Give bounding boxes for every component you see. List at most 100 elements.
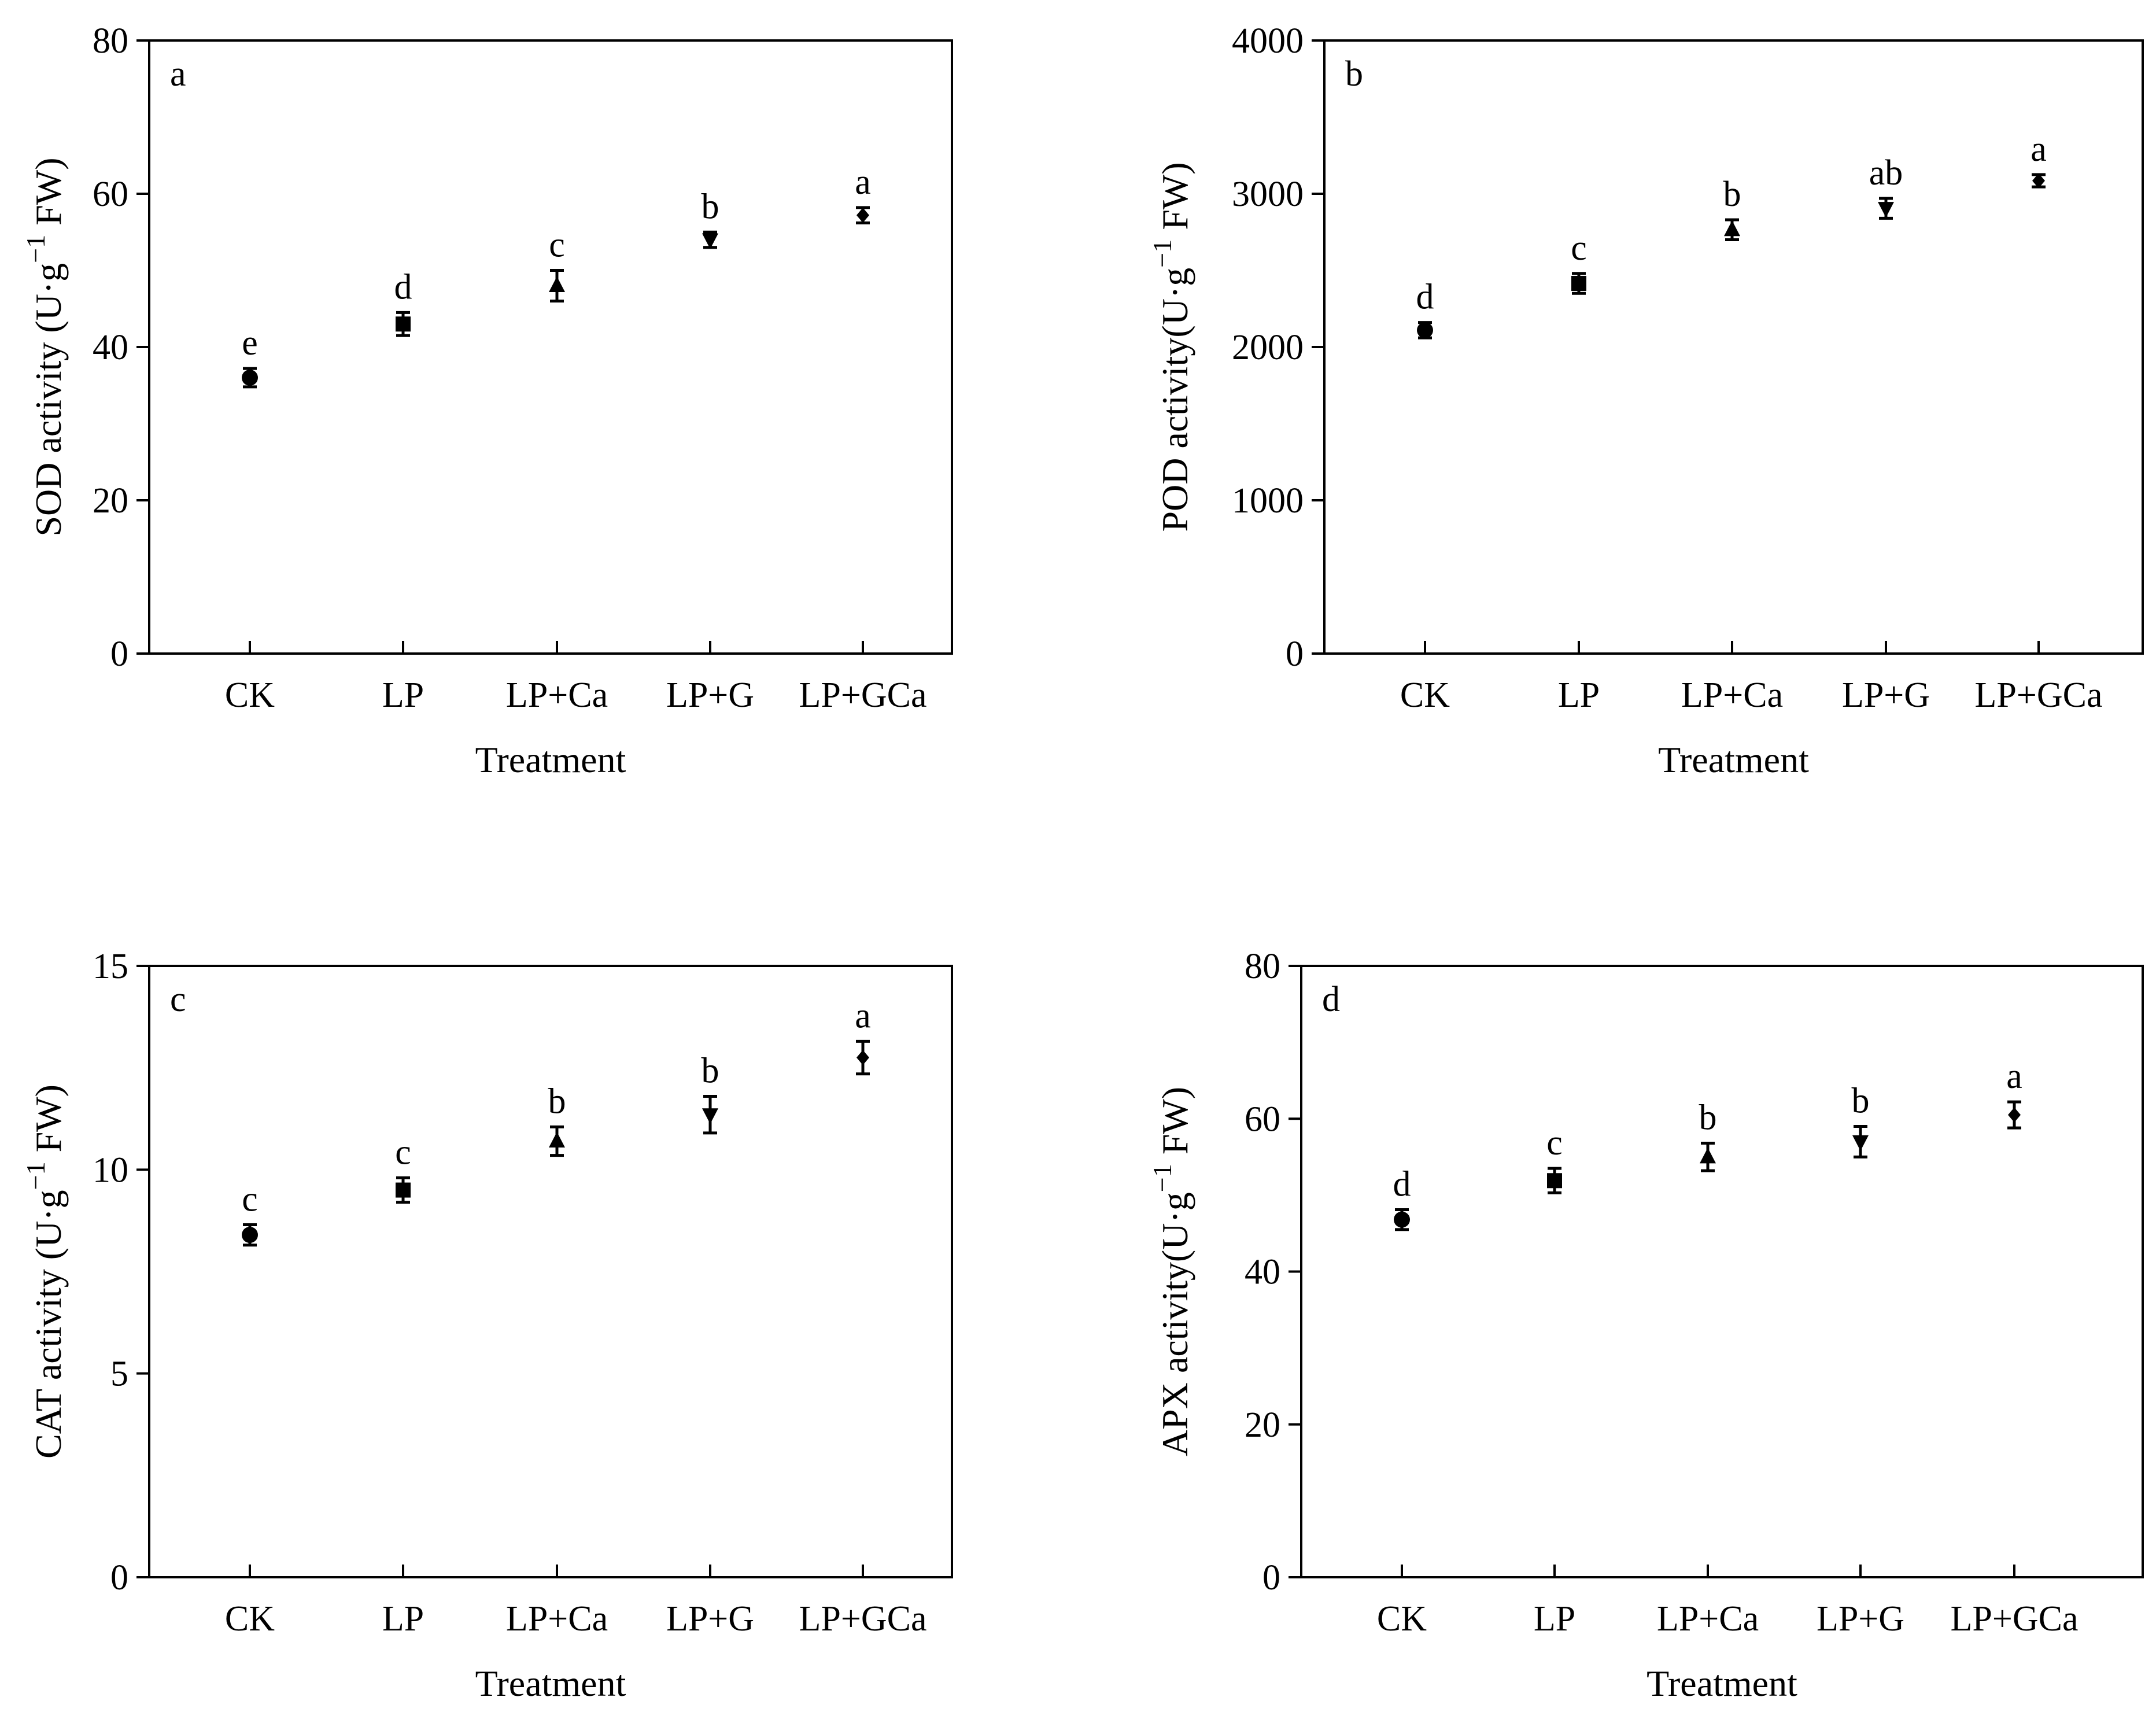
y-axis-title-tail: FW) bbox=[28, 157, 69, 234]
y-axis-title-main: APX activity(U·g bbox=[1154, 1192, 1195, 1456]
plot-frame bbox=[148, 39, 953, 655]
y-tick-label: 40 bbox=[93, 328, 128, 367]
x-tick-label: LP+Ca bbox=[506, 676, 608, 715]
x-tick-label: LP+G bbox=[666, 1599, 754, 1639]
x-tick-label: LP+Ca bbox=[1657, 1599, 1759, 1639]
panel-letter: b bbox=[1345, 54, 1363, 94]
x-tick-label: LP+GCa bbox=[1975, 676, 2103, 715]
y-axis-title-superscript: −1 bbox=[21, 1161, 50, 1190]
y-tick-label: 5 bbox=[110, 1355, 128, 1394]
y-tick-label: 80 bbox=[93, 21, 128, 61]
x-tick-label: LP+G bbox=[1817, 1599, 1904, 1639]
y-axis-title-tail: FW) bbox=[28, 1084, 69, 1161]
data-point-diamond-icon bbox=[857, 1050, 869, 1065]
data-point-triangle-up-icon bbox=[549, 1132, 565, 1148]
data-point-triangle-down-icon bbox=[702, 1108, 718, 1124]
y-tick-label: 0 bbox=[110, 1558, 128, 1597]
significance-letter: a bbox=[2006, 1057, 2022, 1096]
data-point-circle-icon bbox=[1394, 1211, 1410, 1228]
y-tick-label: 0 bbox=[1262, 1558, 1280, 1597]
data-point-diamond-icon bbox=[2032, 173, 2045, 189]
data-point-diamond-icon bbox=[857, 208, 869, 223]
data-point-circle-icon bbox=[242, 1227, 258, 1244]
x-tick-label: CK bbox=[1377, 1599, 1427, 1639]
panel-a: a 0 20 40 60 80 CK LP LP+Ca LP+G LP+GCa Treatment SO… bbox=[21, 21, 953, 780]
significance-letter: d bbox=[394, 267, 412, 307]
data-point-triangle-down-icon bbox=[702, 233, 718, 249]
y-axis-title: CAT activity (U·g−1 FW) bbox=[21, 1084, 69, 1459]
y-axis-title-superscript: −1 bbox=[1147, 1164, 1177, 1192]
x-tick-label: LP+Ca bbox=[1681, 676, 1783, 715]
significance-letter: b bbox=[1852, 1081, 1870, 1120]
y-tick-label: 80 bbox=[1245, 947, 1280, 986]
y-axis-title: SOD activity (U·g−1 FW) bbox=[21, 157, 69, 536]
significance-letter: c bbox=[242, 1179, 258, 1219]
significance-letter: d bbox=[1393, 1164, 1411, 1204]
y-tick-label: 3000 bbox=[1232, 175, 1304, 214]
y-tick-label: 20 bbox=[93, 481, 128, 521]
significance-letter: a bbox=[855, 996, 871, 1035]
panel-c: c 0 5 10 15 CK LP LP+Ca LP+G LP+GCa Treatment CAT a… bbox=[21, 947, 953, 1704]
x-tick-label: LP+GCa bbox=[1951, 1599, 2079, 1639]
data-point-square-icon bbox=[1547, 1173, 1562, 1189]
data-point-circle-icon bbox=[1417, 322, 1433, 338]
y-tick-label: 40 bbox=[1245, 1253, 1280, 1292]
x-tick-label: LP+G bbox=[666, 676, 754, 715]
x-tick-label: LP bbox=[382, 676, 424, 715]
data-point-square-icon bbox=[1571, 276, 1586, 292]
significance-letter: b bbox=[548, 1082, 566, 1121]
panel-letter: a bbox=[170, 54, 186, 94]
x-tick-label: LP+G bbox=[1842, 676, 1930, 715]
significance-letter: b bbox=[702, 1051, 719, 1090]
y-axis-title: APX activity(U·g−1 FW) bbox=[1147, 1087, 1195, 1456]
significance-letter: d bbox=[1416, 278, 1434, 317]
x-tick-label: LP bbox=[382, 1599, 424, 1639]
y-tick-label: 0 bbox=[1286, 634, 1304, 674]
x-tick-label: CK bbox=[1400, 676, 1450, 715]
x-axis-title: Treatment bbox=[1658, 739, 1809, 780]
significance-letter: a bbox=[2031, 130, 2047, 169]
significance-letter: ab bbox=[1869, 153, 1903, 193]
y-axis-title-tail: FW) bbox=[1154, 1087, 1195, 1164]
y-axis-title: POD activity(U·g−1 FW) bbox=[1147, 162, 1195, 532]
data-point-circle-icon bbox=[242, 370, 258, 386]
y-tick-label: 60 bbox=[93, 175, 128, 214]
data-point-triangle-down-icon bbox=[1852, 1135, 1869, 1151]
x-tick-label: CK bbox=[225, 676, 275, 715]
data-point-diamond-icon bbox=[2008, 1107, 2021, 1123]
y-axis-title-tail: FW) bbox=[1154, 162, 1195, 239]
plot-frame bbox=[148, 965, 953, 1578]
y-axis-title-superscript: −1 bbox=[21, 235, 50, 263]
y-axis-title-main: POD activity(U·g bbox=[1154, 268, 1195, 532]
y-tick-label: 2000 bbox=[1232, 328, 1304, 367]
significance-letter: b bbox=[702, 187, 719, 226]
data-point-square-icon bbox=[396, 1182, 411, 1198]
y-axis-title-main: SOD activity (U·g bbox=[28, 263, 69, 537]
data-point-triangle-down-icon bbox=[1878, 202, 1894, 218]
data-point-triangle-up-icon bbox=[1724, 220, 1740, 237]
plot-frame bbox=[1323, 39, 2144, 655]
y-tick-label: 60 bbox=[1245, 1099, 1280, 1139]
significance-letter: a bbox=[855, 163, 871, 202]
panel-letter: d bbox=[1322, 980, 1340, 1019]
significance-letter: c bbox=[395, 1132, 411, 1172]
panel-d: d 0 20 40 60 80 CK LP LP+Ca LP+G LP+GCa Treatment AP… bbox=[1147, 947, 2144, 1704]
y-tick-label: 15 bbox=[93, 947, 128, 986]
y-axis-title-superscript: −1 bbox=[1147, 239, 1177, 268]
x-tick-label: LP bbox=[1558, 676, 1600, 715]
panel-b: b 0 1000 2000 3000 4000 CK LP LP+Ca LP+G LP+GCa Tre… bbox=[1147, 21, 2144, 780]
significance-letter: c bbox=[549, 226, 565, 265]
x-tick-label: LP+GCa bbox=[799, 1599, 927, 1639]
significance-letter: e bbox=[242, 323, 258, 363]
significance-letter: b bbox=[1699, 1098, 1717, 1138]
x-axis-title: Treatment bbox=[1646, 1663, 1797, 1704]
y-tick-label: 10 bbox=[93, 1150, 128, 1190]
y-tick-label: 20 bbox=[1245, 1405, 1280, 1445]
x-tick-label: LP+GCa bbox=[799, 676, 927, 715]
y-axis-title-main: CAT activity (U·g bbox=[28, 1190, 69, 1459]
x-axis-title: Treatment bbox=[475, 1663, 626, 1704]
panel-letter: c bbox=[170, 980, 186, 1019]
data-point-triangle-up-icon bbox=[1700, 1148, 1716, 1164]
y-tick-label: 4000 bbox=[1232, 21, 1304, 61]
